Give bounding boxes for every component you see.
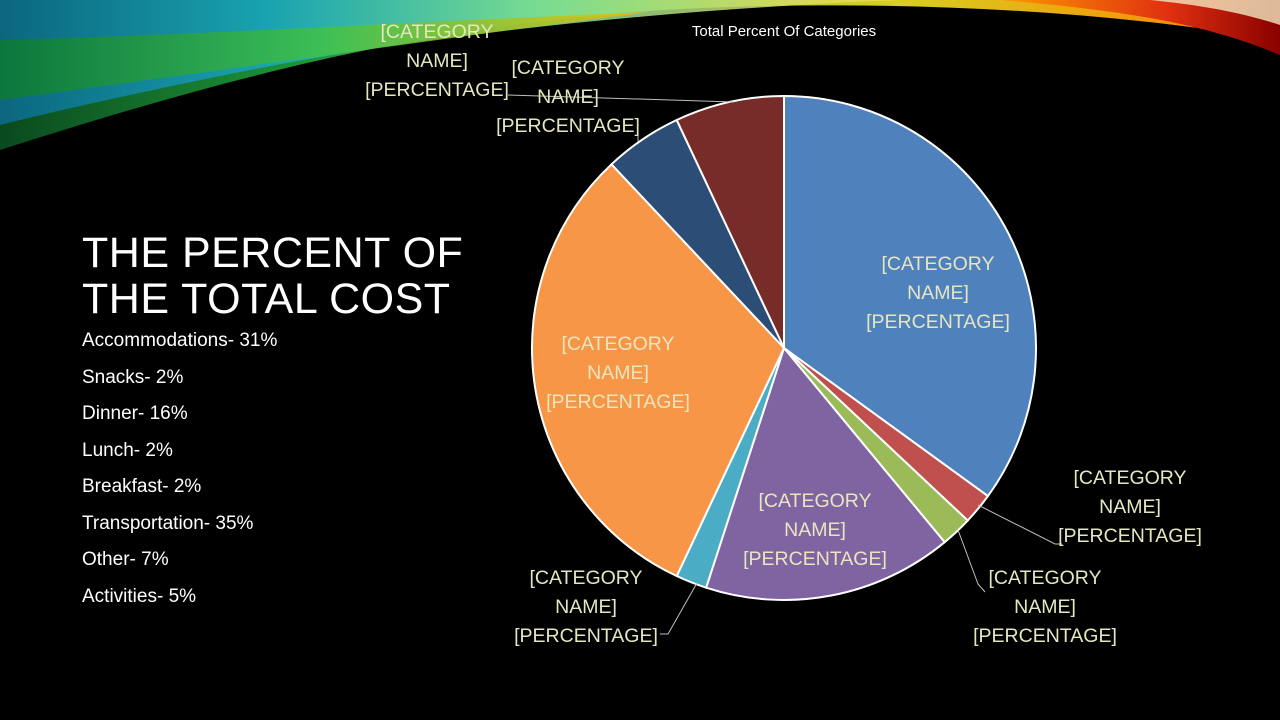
cost-breakdown-list: Accommodations- 31% Snacks- 2% Dinner- 1… bbox=[82, 330, 277, 622]
data-label: [CATEGORY NAME] [PERCENTAGE] bbox=[496, 57, 640, 137]
list-item: Lunch- 2% bbox=[82, 439, 173, 461]
data-label: [CATEGORY NAME] [PERCENTAGE] bbox=[365, 21, 509, 101]
data-label-line: NAME] bbox=[587, 362, 649, 384]
data-label: [CATEGORY NAME] [PERCENTAGE] bbox=[514, 567, 658, 647]
list-item: Breakfast- 2% bbox=[82, 476, 202, 497]
data-label-line: [PERCENTAGE] bbox=[743, 548, 887, 570]
data-label-line: [CATEGORY bbox=[511, 57, 624, 79]
data-label: [CATEGORY NAME] [PERCENTAGE] bbox=[546, 333, 690, 413]
data-label-line: [CATEGORY bbox=[1073, 467, 1186, 489]
data-label: [CATEGORY NAME] [PERCENTAGE] bbox=[743, 490, 887, 570]
list-item: Activities- 5% bbox=[82, 585, 197, 607]
pie-slice bbox=[704, 345, 947, 601]
data-label-line: [CATEGORY bbox=[380, 21, 493, 43]
chart-title: Total Percent Of Categories bbox=[692, 23, 876, 40]
list-item: Dinner- 16% bbox=[82, 403, 188, 424]
data-label-line: [CATEGORY bbox=[758, 490, 871, 512]
data-label-line: NAME] bbox=[907, 282, 969, 304]
data-label-line: [PERCENTAGE] bbox=[496, 115, 640, 137]
leader-line bbox=[977, 504, 1062, 545]
data-label-line: [PERCENTAGE] bbox=[866, 311, 1010, 333]
data-label-line: NAME] bbox=[406, 50, 468, 72]
data-label: [CATEGORY NAME] [PERCENTAGE] bbox=[866, 253, 1010, 333]
leader-lines bbox=[507, 94, 1062, 635]
data-label-line: NAME] bbox=[784, 519, 846, 541]
data-label-line: [PERCENTAGE] bbox=[973, 625, 1117, 647]
pie-slice bbox=[530, 162, 786, 578]
data-label-line: [PERCENTAGE] bbox=[546, 391, 690, 413]
pie-slice bbox=[783, 94, 1037, 498]
leader-line bbox=[957, 529, 986, 593]
data-label-line: NAME] bbox=[537, 86, 599, 108]
slide-title: THE PERCENT OF THE TOTAL COST bbox=[82, 230, 482, 322]
leader-line bbox=[507, 94, 735, 103]
data-label-line: [CATEGORY bbox=[561, 333, 674, 355]
data-label: [CATEGORY NAME] [PERCENTAGE] bbox=[973, 567, 1117, 647]
decorative-swoosh-banner bbox=[0, 0, 1280, 150]
data-label-line: NAME] bbox=[555, 596, 617, 618]
data-label-line: [CATEGORY bbox=[988, 567, 1101, 589]
data-label-line: NAME] bbox=[1099, 496, 1161, 518]
slide-title-line-1: THE PERCENT OF bbox=[82, 229, 464, 277]
data-label-line: [CATEGORY bbox=[881, 253, 994, 275]
list-item: Accommodations- 31% bbox=[82, 330, 278, 351]
leader-line bbox=[660, 582, 698, 635]
data-labels: [CATEGORY NAME] [PERCENTAGE][CATEGORY NAME]… bbox=[365, 21, 1202, 647]
list-item: Transportation- 35% bbox=[82, 512, 254, 534]
data-label-line: [CATEGORY bbox=[529, 567, 642, 589]
slide-title-line-2: THE TOTAL COST bbox=[82, 275, 451, 323]
data-label-line: [PERCENTAGE] bbox=[1058, 525, 1202, 547]
list-item: Snacks- 2% bbox=[82, 366, 184, 388]
pie-slices bbox=[530, 94, 1037, 601]
data-label: [CATEGORY NAME] [PERCENTAGE] bbox=[1058, 467, 1202, 547]
data-label-line: [PERCENTAGE] bbox=[514, 625, 658, 647]
list-item: Other- 7% bbox=[82, 549, 169, 570]
data-label-line: NAME] bbox=[1014, 596, 1076, 618]
data-label-line: [PERCENTAGE] bbox=[365, 79, 509, 101]
